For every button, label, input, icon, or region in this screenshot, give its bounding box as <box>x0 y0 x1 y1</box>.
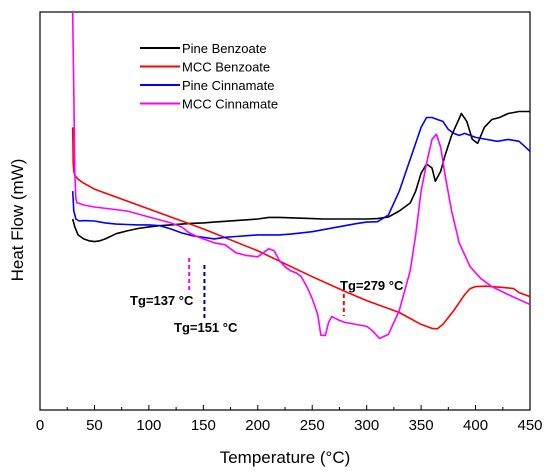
x-ticks: 0 50 100 150 200 250 300 350 400 450 <box>36 405 543 434</box>
series-line-mcc-benzoate <box>71 127 530 330</box>
x-tick-label: 0 <box>36 417 44 434</box>
series-line-pine-benzoate <box>71 110 530 243</box>
x-tick-label: 100 <box>136 417 161 434</box>
legend-label-pine-benzoate: Pine Benzoate <box>182 41 267 56</box>
series-line-pine-cinnamate <box>71 116 530 240</box>
x-tick-label: 200 <box>245 417 270 434</box>
y-axis-title: Heat Flow (mW) <box>8 159 27 282</box>
series-layer <box>71 12 530 340</box>
x-tick-label: 50 <box>86 417 103 434</box>
x-tick-label: 150 <box>191 417 216 434</box>
x-tick-label: 450 <box>517 417 542 434</box>
x-tick-label: 250 <box>300 417 325 434</box>
legend: Pine Benzoate MCC Benzoate Pine Cinnamate M… <box>140 41 278 112</box>
tg-label-151: Tg=151 °C <box>174 320 238 335</box>
legend-label-mcc-benzoate: MCC Benzoate <box>182 60 270 75</box>
x-tick-label: 350 <box>409 417 434 434</box>
tg-label-279: Tg=279 °C <box>340 278 404 293</box>
x-tick-label: 400 <box>463 417 488 434</box>
series-line-mcc-cinnamate <box>71 12 530 340</box>
legend-label-mcc-cinnamate: MCC Cinnamate <box>182 97 278 112</box>
x-tick-label: 300 <box>354 417 379 434</box>
plot-frame <box>39 11 531 411</box>
legend-label-pine-cinnamate: Pine Cinnamate <box>182 78 275 93</box>
x-axis-title: Temperature (°C) <box>220 448 351 467</box>
tg-label-137: Tg=137 °C <box>130 293 194 308</box>
annotations: Tg=137 °C Tg=151 °C Tg=279 °C <box>130 258 404 335</box>
